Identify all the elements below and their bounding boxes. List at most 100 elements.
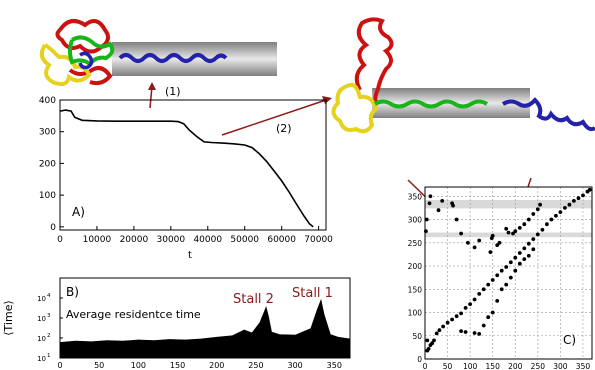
panel-c-point [468,302,472,306]
panel-c-point [517,261,522,266]
panel-c-point [522,246,527,251]
panel-c-point [459,311,463,316]
panel-a-frame [59,99,327,231]
panel-c-label: C) [563,333,576,347]
panel-c-point [477,238,482,243]
panel-c-point [497,240,502,245]
panel-c-point [430,341,435,346]
panel-a-ytick-label: 100 [39,191,56,201]
panel-c-point [450,317,454,322]
panel-c-point [513,255,518,260]
panel-c-point [522,257,527,261]
panel-c-point [563,206,567,210]
panel-c-point [428,194,433,199]
panel-a-xtick-label: 40000 [193,235,222,245]
panel-c-point [490,233,495,238]
protein-chain-green-linker [373,99,489,109]
panel-c: 0 50 100 150 200 250 300 350 0 50 100 150 200 250 300 3… [408,186,593,370]
panel-c-point [495,299,500,303]
panel-c-point [477,332,482,336]
panel-c-point [490,278,495,282]
panel-a-ytick-label: 400 [39,96,56,106]
panel-b-ytick-label: 10 [37,295,46,303]
panel-c-point [554,213,558,218]
panel-c-point [425,338,430,343]
panel-c-xtick-label: 50 [443,362,453,370]
panel-c-point [531,212,536,216]
panel-c-point [472,297,477,302]
panel-c-point [454,314,459,319]
panel-c-xtick-label: 350 [576,362,591,370]
panel-c-point [538,202,542,207]
panel-c-point [441,324,445,329]
panel-c-point [463,306,468,310]
panel-c-ytick-label: 0 [417,355,422,364]
panel-c-point [511,231,515,236]
panel-b-ytick-exponent: 4 [47,293,51,299]
panel-c-point [535,207,540,212]
panel-c-point [495,243,500,248]
panel-b-xtick-label: 0 [57,361,62,370]
panel-b-xtick-label: 250 [248,361,263,370]
panel-c-point [506,230,511,235]
panel-c-point [581,193,585,198]
panel-c-point [477,292,482,296]
panel-b-series-area [59,298,351,359]
panel-c-point [508,275,513,280]
panel-a-xtick-label: 0 [57,235,63,245]
protein-chain-yellow-globule [331,82,379,134]
panel-c-point [481,323,486,328]
panel-c-ytick-label: 150 [408,285,423,294]
panel-b-title: Average residentce time [66,308,201,321]
panel-b-ytick-exponent: 1 [47,353,51,359]
panel-a: 0 10000 20000 30000 40000 50000 60000 70000 0 100… [39,96,333,261]
panel-a-ytick-label: 0 [50,223,56,233]
panel-c-point [567,202,572,207]
panel-a-xtick-label: 10000 [83,235,112,245]
panel-c-point [436,208,441,213]
panel-c-point [549,217,554,222]
panel-b-ytick-label: 10 [37,355,46,363]
panel-c-point [481,287,486,292]
panel-a-series-line [59,109,314,228]
panel-c-ytick-label: 350 [408,192,423,201]
panel-c-point [440,199,445,203]
panel-c-point [459,231,463,236]
panel-c-point [499,287,504,292]
panel-c-point [434,331,439,336]
arrow-2-head [322,96,332,104]
panel-a-xtick-label: 60000 [267,235,296,245]
panel-c-point [526,241,531,246]
panel-c-point [466,240,470,245]
panel-b-xtick-label: 150 [170,361,185,370]
protein-chain-red-extended [354,17,394,104]
panel-c-point [572,199,576,203]
protein-chain-green [68,35,115,67]
panel-c-highlight-bands [425,200,592,238]
panel-b-xtick-label: 300 [287,361,302,370]
stall-1-label: Stall 1 [292,286,333,301]
panel-c-point [535,232,540,237]
panel-c-xtick-label: 200 [508,362,523,370]
panel-b-xtick-label: 350 [327,361,342,370]
panel-c-point [531,237,536,242]
panel-b-xtick-label: 50 [94,361,104,370]
panel-c-point [540,227,545,232]
panel-c-ytick-label: 300 [408,216,423,225]
panel-c-point [472,331,477,335]
panel-c-xtick-label: 250 [531,362,546,370]
arrow-1-label: (1) [165,85,181,98]
panel-c-point [445,320,450,325]
protein-chain-blue-tail [501,97,595,132]
panel-a-xtick-label: 50000 [230,235,259,245]
panel-c-point [513,268,518,273]
panel-c-point [504,282,509,287]
panel-c-point [488,250,493,255]
panel-c-frame-top [424,186,593,360]
panel-c-point [558,210,563,215]
protein-chain-blue [118,53,228,63]
panel-c-point [490,310,495,315]
arrow-2 [221,99,327,136]
panel-c-point [517,251,522,255]
panel-b-ytick-exponent: 3 [47,313,51,319]
